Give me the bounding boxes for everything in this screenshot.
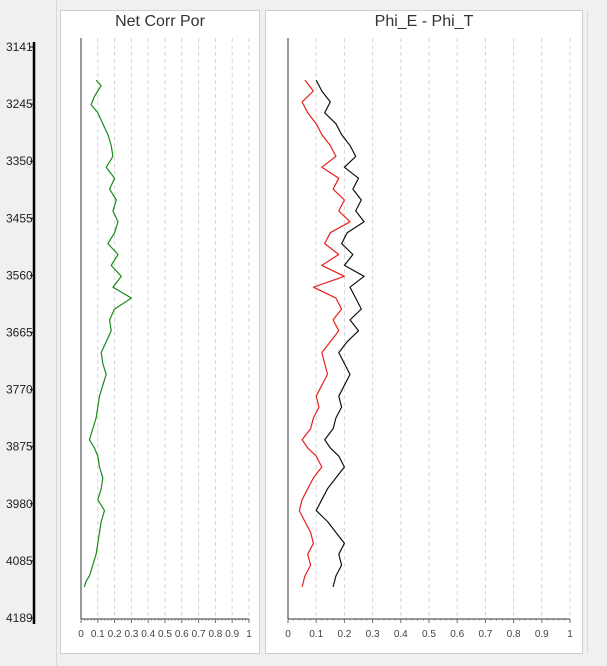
phi-title: Phi_E - Phi_T xyxy=(374,13,474,30)
depth-label: 3245 xyxy=(6,97,33,111)
x-tick-label: 0 xyxy=(285,629,291,640)
depth-label: 3141 xyxy=(6,40,33,54)
x-tick-label: 0.2 xyxy=(337,629,351,640)
depth-label: 3875 xyxy=(6,440,33,454)
depth-label: 3350 xyxy=(6,154,33,168)
depth-label: 4189 xyxy=(6,611,33,625)
depth-label: 3560 xyxy=(6,268,33,282)
x-tick-label: 0.6 xyxy=(175,629,189,640)
series-line-1 xyxy=(315,79,365,588)
x-tick-label: 0.9 xyxy=(535,629,549,640)
net-corr-por-plot: 0 0.1 0.2 0.3 0.4 0.5 0.6 0.7 0.8 0.9 1 xyxy=(78,38,252,640)
phi-plot: 0 0.1 0.2 0.3 0.4 0.5 0.6 0.7 0.8 0.9 1 xyxy=(285,38,573,640)
x-tick-label: 0 xyxy=(78,629,84,640)
series-line-0 xyxy=(298,79,351,588)
depth-axis: 3141 3245 3350 3455 3560 3665 3770 3875 3980 4085… xyxy=(6,40,36,625)
depth-axis-track: 3141 3245 3350 3455 3560 3665 3770 3875 3980 4085… xyxy=(0,0,57,666)
x-tick-label: 0.1 xyxy=(91,629,105,640)
x-tick-label: 0.3 xyxy=(366,629,380,640)
x-tick-label: 0.2 xyxy=(108,629,122,640)
x-tick-label: 1 xyxy=(567,629,573,640)
x-tick-label: 0.5 xyxy=(422,629,436,640)
x-tick-label: 0.5 xyxy=(158,629,172,640)
x-tick-label: 0.1 xyxy=(309,629,323,640)
x-tick-label: 0.7 xyxy=(192,629,206,640)
x-tick-label: 0.3 xyxy=(124,629,138,640)
depth-label: 3665 xyxy=(6,326,33,340)
vertical-scrollbar[interactable] xyxy=(587,10,607,654)
x-tick-label: 0.8 xyxy=(507,629,521,640)
net-corr-por-track: Net Corr Por 0 0.1 0.2 0.3 0.4 0.5 0.6 0.7 0.8 0.… xyxy=(60,10,260,654)
x-tick-label: 0.9 xyxy=(225,629,239,640)
series-line-0 xyxy=(83,79,133,588)
x-tick-label: 0.8 xyxy=(208,629,222,640)
depth-label: 4085 xyxy=(6,554,33,568)
net-corr-por-title: Net Corr Por xyxy=(115,13,205,30)
x-tick-label: 0.4 xyxy=(141,629,155,640)
depth-label: 3770 xyxy=(6,383,33,397)
x-tick-label: 0.6 xyxy=(450,629,464,640)
depth-label: 3980 xyxy=(6,497,33,511)
phi-track: Phi_E - Phi_T 0 0.1 0.2 0.3 0.4 0.5 0.6 0.7 0.8 0… xyxy=(265,10,583,654)
x-tick-label: 1 xyxy=(246,629,252,640)
depth-label: 3455 xyxy=(6,211,33,225)
x-tick-label: 0.7 xyxy=(478,629,492,640)
x-tick-label: 0.4 xyxy=(394,629,408,640)
